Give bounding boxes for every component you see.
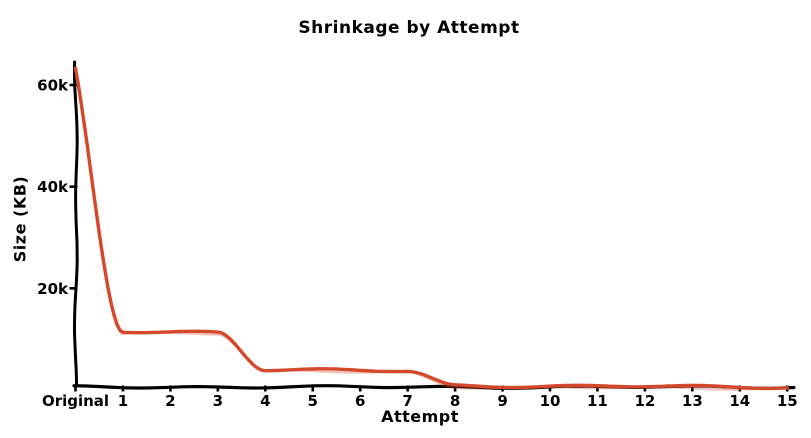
x-tick-label: 9 xyxy=(497,392,507,410)
x-tick-label: 2 xyxy=(165,392,175,410)
y-axis-title: Size (KB) xyxy=(10,175,30,263)
x-tick-label: 13 xyxy=(682,392,703,410)
series-line-ghost xyxy=(74,70,789,391)
chart-title: Shrinkage by Attempt xyxy=(298,18,520,38)
y-tick-label: 40k xyxy=(37,178,69,196)
x-tick-label: 1 xyxy=(118,392,128,410)
x-tick-label: 12 xyxy=(634,392,655,410)
x-tick-label: 3 xyxy=(213,392,223,410)
x-tick-label: Original xyxy=(42,392,109,410)
series-line xyxy=(73,66,789,391)
x-tick-label: 7 xyxy=(402,392,412,410)
x-tick-label: 14 xyxy=(729,392,750,410)
x-axis-title: Attempt xyxy=(381,407,459,426)
x-tick-label: 10 xyxy=(540,392,561,410)
x-tick-label: 11 xyxy=(587,392,608,410)
x-tick-label: 8 xyxy=(450,392,460,410)
x-tick-label: 6 xyxy=(355,392,365,410)
y-tick-label: 20k xyxy=(37,280,69,298)
x-tick-label: 4 xyxy=(260,392,270,410)
x-tick-label: 15 xyxy=(777,392,798,410)
x-tick-label: 5 xyxy=(308,392,318,410)
y-tick-label: 60k xyxy=(37,77,69,95)
y-axis xyxy=(73,60,79,388)
